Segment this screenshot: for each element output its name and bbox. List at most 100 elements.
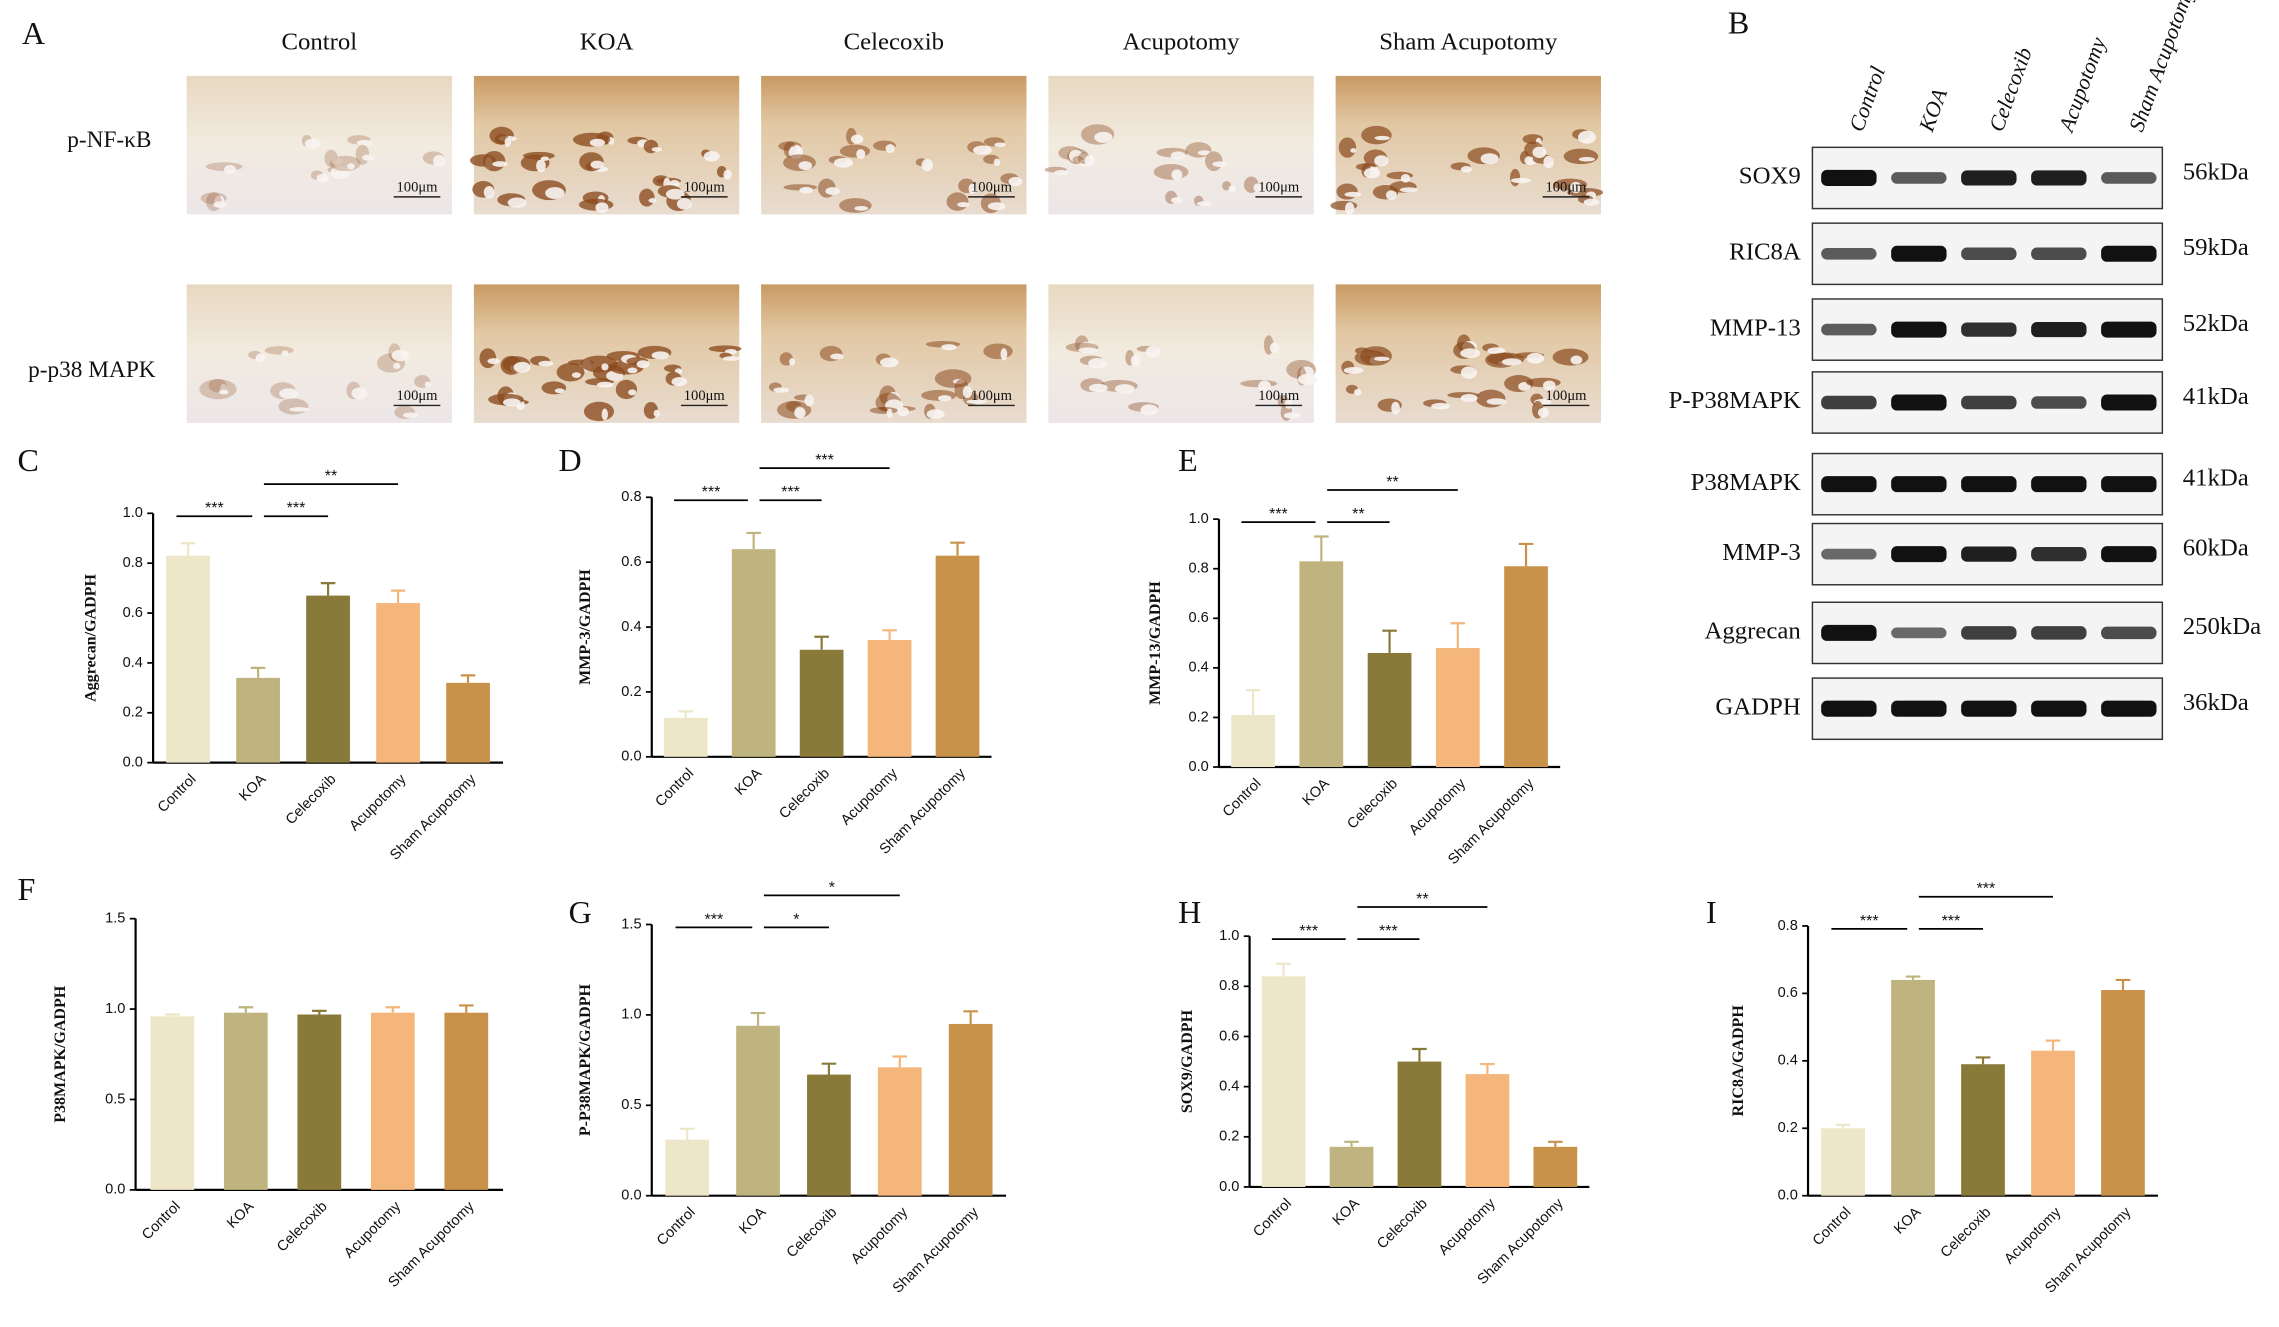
lacuna [1140, 404, 1159, 416]
lacuna [391, 349, 410, 362]
lacuna [1400, 174, 1411, 183]
lacuna [601, 363, 609, 371]
y-tick-label: 0.0 [1778, 1188, 1798, 1204]
scale-bar-label: 100μm [1545, 388, 1587, 404]
lacuna [1480, 153, 1499, 165]
y-tick-label: 0.8 [621, 489, 641, 505]
protein-size: 41kDa [2183, 383, 2249, 410]
lacuna [1114, 384, 1135, 394]
lacuna [773, 387, 790, 393]
bar [807, 1074, 851, 1196]
lacuna [1283, 412, 1301, 419]
panel-label: H [1178, 894, 1201, 930]
lacuna [1130, 354, 1141, 367]
band [1891, 172, 1947, 184]
error-bar [1276, 962, 1291, 977]
lacuna [854, 205, 869, 211]
stain [1361, 125, 1392, 145]
lacuna [648, 198, 657, 203]
y-tick-label: 0.0 [105, 1182, 125, 1198]
band [2101, 245, 2157, 262]
lacuna [1197, 201, 1212, 207]
tissue [1048, 284, 1314, 423]
bar [731, 549, 776, 757]
bar [1261, 976, 1306, 1187]
error-bar [238, 1006, 254, 1013]
x-tick-label: Acupotomy [347, 771, 410, 834]
stain [482, 150, 506, 172]
x-tick-label: KOA [736, 1204, 769, 1237]
error-bar [2045, 1039, 2061, 1051]
lacuna [1350, 148, 1357, 153]
lacuna [1570, 181, 1582, 194]
lacuna [1460, 165, 1472, 173]
stain [580, 355, 618, 373]
significance-label: *** [1269, 505, 1288, 523]
lacuna [1212, 161, 1227, 167]
lacuna [653, 409, 660, 418]
lacuna [856, 149, 866, 159]
band [2031, 626, 2087, 640]
error-bar [312, 1009, 327, 1015]
y-tick-label: 0.4 [1219, 1078, 1239, 1094]
lacuna [799, 186, 813, 194]
protein-name: Aggrecan [1704, 618, 1801, 645]
bar [1465, 1074, 1510, 1187]
error-bar [1548, 1140, 1563, 1147]
column-header: Sham Acupotomy [1379, 28, 1558, 55]
error-bar [814, 635, 829, 650]
lacuna [830, 353, 844, 360]
stain [1510, 168, 1521, 187]
lacuna [1578, 157, 1595, 162]
lacuna [886, 408, 893, 419]
lacuna [279, 388, 299, 399]
band [1821, 548, 1877, 560]
micrograph: 100μm [186, 284, 453, 423]
y-tick-label: 0.2 [1219, 1129, 1239, 1145]
lacuna [1487, 347, 1506, 355]
micrograph: 100μm [1048, 284, 1318, 423]
bar [1329, 1146, 1374, 1187]
x-tick-label: KOA [1891, 1204, 1924, 1237]
x-tick-label: KOA [236, 771, 269, 804]
lacuna [487, 358, 500, 365]
band [1891, 627, 1947, 639]
protein-size: 52kDa [2183, 310, 2249, 337]
panel-label: F [17, 871, 35, 907]
lacuna [1363, 167, 1381, 179]
lacuna [938, 395, 952, 402]
y-tick-label: 1.0 [621, 1007, 641, 1023]
protein-name: SOX9 [1739, 163, 1801, 190]
lacuna [722, 356, 741, 361]
band [2101, 394, 2157, 411]
bar [446, 682, 490, 763]
micrograph: 100μm [1044, 75, 1314, 215]
lacuna [941, 344, 957, 351]
lacuna [304, 138, 321, 149]
lacuna [1343, 366, 1364, 374]
bar [948, 1023, 993, 1196]
x-tick-label: Acupotomy [1436, 1195, 1499, 1258]
scale-bar-label: 100μm [1545, 180, 1587, 196]
x-tick-label: Celecoxib [784, 1205, 841, 1262]
lacuna [1170, 197, 1183, 204]
band [1821, 247, 1877, 260]
lacuna [536, 159, 546, 173]
significance-label: *** [1977, 880, 1996, 898]
x-tick-label: Control [653, 766, 698, 811]
stain [983, 343, 1013, 360]
band [2101, 546, 2157, 563]
bar [1891, 979, 1935, 1196]
lacuna [651, 147, 662, 152]
band [2101, 476, 2157, 493]
row-label: p-p38 MAPK [28, 357, 156, 383]
bar [2031, 1050, 2075, 1196]
bar [736, 1025, 780, 1196]
lacuna [1510, 177, 1532, 184]
stain [264, 346, 294, 355]
lacuna [966, 399, 987, 404]
y-tick-label: 0.8 [123, 555, 143, 571]
significance-label: *** [1379, 922, 1398, 940]
protein-name: GADPH [1715, 693, 1800, 720]
